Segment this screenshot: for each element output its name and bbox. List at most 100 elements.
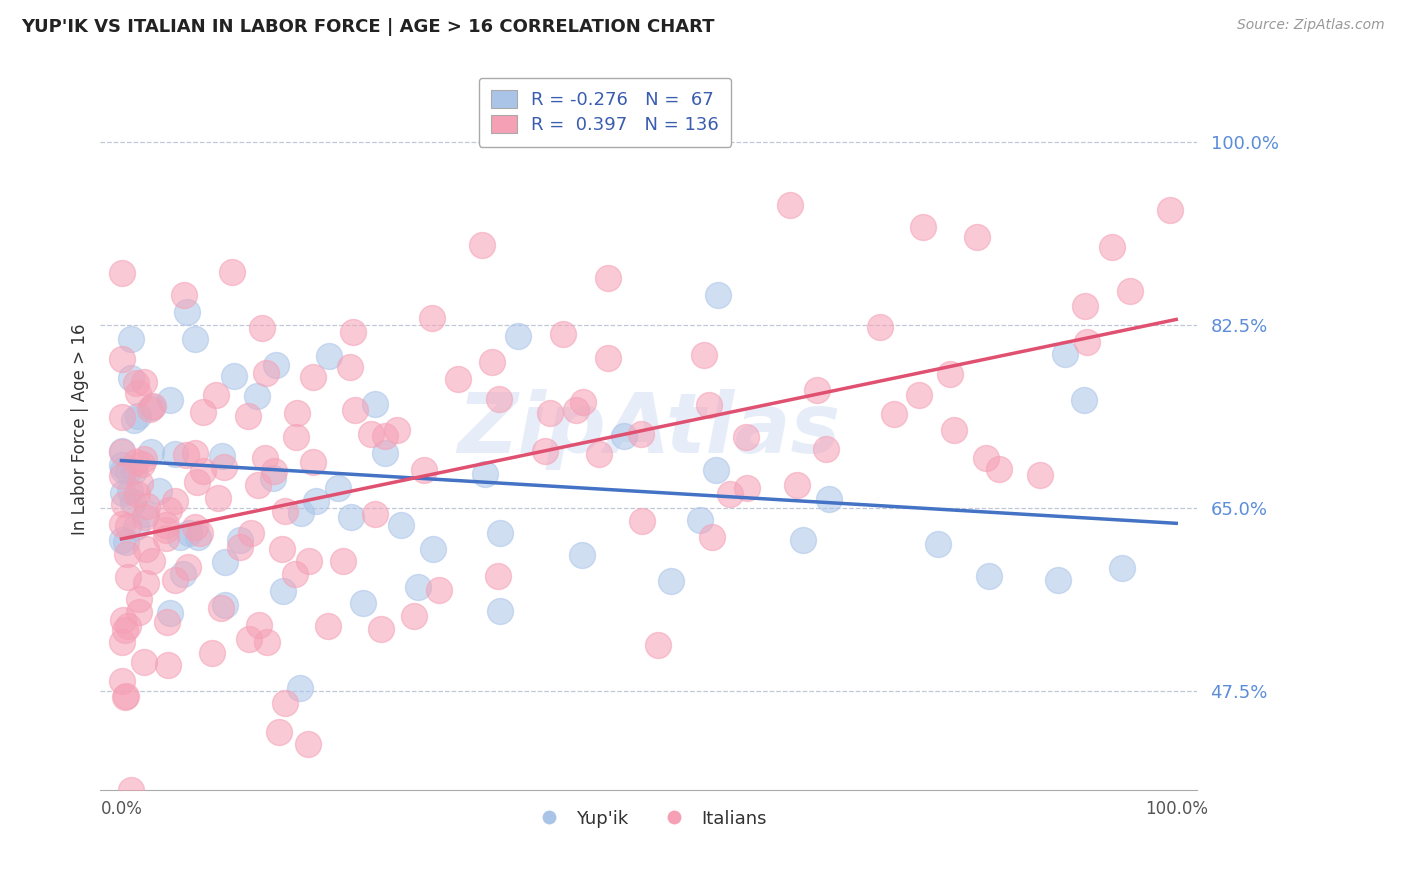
Point [326,481,349,495]
Point [111,634,134,648]
Point [471,237,494,252]
Point [298,554,321,568]
Point [412,463,434,477]
Point [370,622,392,636]
Point [630,427,652,442]
Point [186,475,208,490]
Point [352,597,374,611]
Point [1111,561,1133,575]
Point [1159,203,1181,218]
Point [420,310,443,325]
Point [302,369,325,384]
Point [508,328,530,343]
Point [697,398,720,412]
Point [169,530,191,544]
Point [155,523,177,537]
Point [571,395,593,409]
Point [128,591,150,606]
Point [111,458,134,472]
Point [316,619,339,633]
Point [332,554,354,568]
Point [976,451,998,466]
Point [284,567,307,582]
Point [184,446,207,460]
Point [883,407,905,421]
Point [207,491,229,505]
Point [247,618,270,632]
Point [114,624,136,638]
Point [135,507,157,521]
Point [818,491,841,506]
Point [229,533,252,547]
Text: YUP'IK VS ITALIAN IN LABOR FORCE | AGE > 16 CORRELATION CHART: YUP'IK VS ITALIAN IN LABOR FORCE | AGE >… [21,18,714,36]
Point [305,494,328,508]
Point [125,487,148,501]
Point [274,504,297,518]
Point [122,413,145,427]
Point [598,271,620,285]
Point [988,462,1011,476]
Point [1073,392,1095,407]
Point [551,326,574,341]
Point [422,541,444,556]
Point [256,635,278,649]
Point [114,690,136,704]
Legend: Yup'ik, Italians: Yup'ik, Italians [524,803,773,835]
Y-axis label: In Labor Force | Age > 16: In Labor Force | Age > 16 [72,324,89,535]
Point [111,266,134,280]
Point [488,392,510,406]
Point [141,400,163,414]
Point [266,358,288,372]
Point [364,397,387,411]
Point [134,510,156,524]
Point [142,399,165,413]
Point [131,457,153,471]
Point [111,613,134,627]
Point [588,447,610,461]
Point [707,288,730,302]
Point [214,555,236,569]
Point [159,392,181,407]
Point [238,409,260,423]
Point [127,386,149,401]
Point [111,485,134,500]
Point [187,530,209,544]
Point [174,448,197,462]
Point [979,569,1001,583]
Point [214,598,236,612]
Point [228,540,250,554]
Point [927,536,949,550]
Point [155,531,177,545]
Point [221,265,243,279]
Point [700,530,723,544]
Point [136,499,159,513]
Point [571,548,593,562]
Point [262,471,284,485]
Point [486,569,509,583]
Point [538,406,561,420]
Point [246,389,269,403]
Point [271,584,294,599]
Point [718,487,741,501]
Point [193,404,215,418]
Point [374,446,396,460]
Point [253,450,276,465]
Point [631,514,654,528]
Point [474,467,496,482]
Point [135,542,157,557]
Point [211,450,233,464]
Point [943,423,966,437]
Point [111,469,134,483]
Point [387,423,409,437]
Point [1046,573,1069,587]
Point [117,619,139,633]
Point [533,443,555,458]
Point [302,455,325,469]
Point [184,332,207,346]
Point [481,355,503,369]
Point [173,288,195,302]
Point [374,428,396,442]
Point [364,508,387,522]
Point [177,560,200,574]
Point [912,219,935,234]
